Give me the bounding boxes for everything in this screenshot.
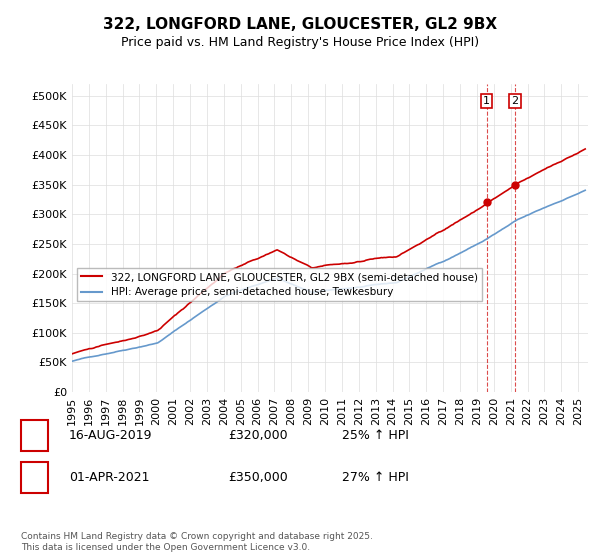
Text: Contains HM Land Registry data © Crown copyright and database right 2025.
This d: Contains HM Land Registry data © Crown c… bbox=[21, 532, 373, 552]
Text: 01-APR-2021: 01-APR-2021 bbox=[69, 471, 149, 484]
Text: 2: 2 bbox=[511, 96, 518, 106]
Text: £350,000: £350,000 bbox=[228, 471, 288, 484]
Text: 27% ↑ HPI: 27% ↑ HPI bbox=[342, 471, 409, 484]
Text: 1: 1 bbox=[31, 429, 38, 442]
Text: 2: 2 bbox=[31, 471, 38, 484]
Text: 322, LONGFORD LANE, GLOUCESTER, GL2 9BX: 322, LONGFORD LANE, GLOUCESTER, GL2 9BX bbox=[103, 17, 497, 32]
Text: 16-AUG-2019: 16-AUG-2019 bbox=[69, 429, 152, 442]
Text: 1: 1 bbox=[483, 96, 490, 106]
Text: 25% ↑ HPI: 25% ↑ HPI bbox=[342, 429, 409, 442]
Text: £320,000: £320,000 bbox=[228, 429, 287, 442]
Legend: 322, LONGFORD LANE, GLOUCESTER, GL2 9BX (semi-detached house), HPI: Average pric: 322, LONGFORD LANE, GLOUCESTER, GL2 9BX … bbox=[77, 268, 482, 301]
Text: Price paid vs. HM Land Registry's House Price Index (HPI): Price paid vs. HM Land Registry's House … bbox=[121, 36, 479, 49]
